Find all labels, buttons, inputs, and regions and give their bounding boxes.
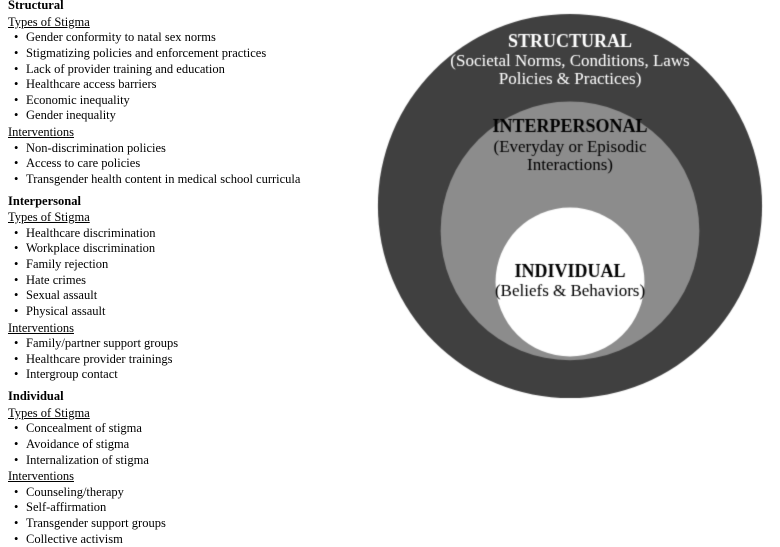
item-list: Family/partner support groupsHealthcare …	[8, 336, 368, 383]
group-heading: Interventions	[8, 125, 368, 141]
list-item: Family rejection	[8, 257, 368, 273]
text-column: StructuralTypes of StigmaGender conformi…	[8, 0, 368, 547]
section-title: Individual	[8, 389, 368, 405]
section-title: Interpersonal	[8, 194, 368, 210]
list-item: Economic inequality	[8, 93, 368, 109]
list-item: Healthcare access barriers	[8, 77, 368, 93]
group-heading: Types of Stigma	[8, 210, 368, 226]
item-list: Concealment of stigmaAvoidance of stigma…	[8, 421, 368, 468]
nested-circles-diagram: nested-circles	[370, 6, 770, 406]
list-item: Concealment of stigma	[8, 421, 368, 437]
item-list: Healthcare discriminationWorkplace discr…	[8, 226, 368, 320]
group-heading: Interventions	[8, 321, 368, 337]
list-item: Transgender health content in medical sc…	[8, 172, 368, 188]
list-item: Healthcare discrimination	[8, 226, 368, 242]
diagram-alt: nested-circles	[770, 6, 771, 7]
list-item: Stigmatizing policies and enforcement pr…	[8, 46, 368, 62]
list-item: Family/partner support groups	[8, 336, 368, 352]
list-item: Gender inequality	[8, 108, 368, 124]
item-list: Gender conformity to natal sex normsStig…	[8, 30, 368, 124]
list-item: Avoidance of stigma	[8, 437, 368, 453]
list-item: Workplace discrimination	[8, 241, 368, 257]
list-item: Intergroup contact	[8, 367, 368, 383]
list-item: Healthcare provider trainings	[8, 352, 368, 368]
list-item: Non-discrimination policies	[8, 141, 368, 157]
page: StructuralTypes of StigmaGender conformi…	[0, 0, 780, 512]
item-list: Non-discrimination policiesAccess to car…	[8, 141, 368, 188]
list-item: Counseling/therapy	[8, 485, 368, 501]
list-item: Physical assault	[8, 304, 368, 320]
group-heading: Types of Stigma	[8, 15, 368, 31]
section-title: Structural	[8, 0, 368, 14]
list-item: Transgender support groups	[8, 516, 368, 532]
list-item: Collective activism	[8, 532, 368, 547]
list-item: Internalization of stigma	[8, 453, 368, 469]
group-heading: Interventions	[8, 469, 368, 485]
list-item: Gender conformity to natal sex norms	[8, 30, 368, 46]
list-item: Access to care policies	[8, 156, 368, 172]
group-heading: Types of Stigma	[8, 406, 368, 422]
item-list: Counseling/therapySelf-affirmationTransg…	[8, 485, 368, 547]
list-item: Sexual assault	[8, 288, 368, 304]
diagram-canvas	[370, 6, 770, 406]
list-item: Self-affirmation	[8, 500, 368, 516]
list-item: Hate crimes	[8, 273, 368, 289]
list-item: Lack of provider training and education	[8, 62, 368, 78]
